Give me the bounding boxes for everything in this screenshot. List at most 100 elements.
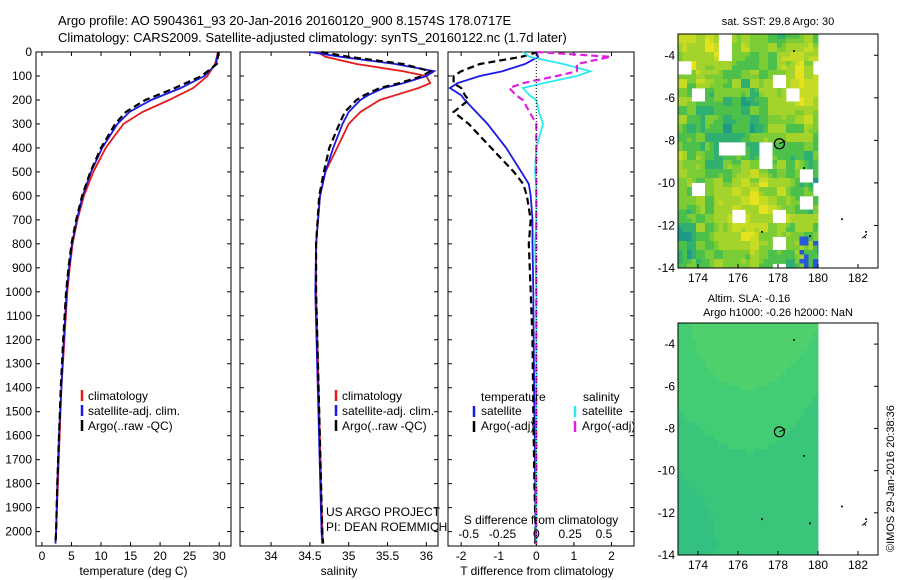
map-y-tick-label: -12: [658, 218, 676, 232]
map-cell: [768, 332, 773, 337]
map-cell: [741, 115, 746, 120]
map-cell: [768, 187, 773, 192]
map-cell: [714, 323, 719, 328]
map-cell: [718, 232, 724, 237]
map-cell: [763, 507, 769, 513]
map-cell: [790, 449, 796, 454]
map-cell: [727, 137, 733, 143]
map-cell: [732, 458, 737, 463]
map-cell: [759, 196, 764, 201]
map-cell: [781, 530, 787, 535]
map-cell: [691, 377, 697, 382]
map-cell: [808, 70, 814, 75]
map-cell: [790, 408, 796, 414]
map-cell: [750, 525, 755, 531]
map-cell: [804, 74, 809, 80]
map-cell: [736, 128, 742, 134]
map-cell: [691, 534, 697, 540]
y-tick-label: 700: [12, 213, 32, 227]
map-cell: [687, 489, 692, 495]
sst-map-title: sat. SST: 29.8 Argo: 30: [722, 16, 835, 28]
map-cell: [813, 47, 818, 53]
sla-map-subtitle: Argo h1000: -0.26 h2000: NaN: [703, 307, 853, 319]
map-cell: [790, 110, 796, 116]
map-cell: [813, 38, 818, 44]
map-cell: [678, 124, 683, 129]
map-cell: [795, 354, 800, 360]
map-cell: [759, 458, 764, 463]
map-cell: [763, 552, 769, 556]
map-cell: [745, 164, 751, 170]
map-cell: [772, 467, 778, 472]
map-cell: [768, 516, 773, 522]
map-cell: [754, 476, 760, 481]
map-cell: [777, 548, 782, 553]
map-cell: [732, 92, 737, 98]
map-cell: [714, 503, 719, 508]
map-cell: [750, 205, 755, 210]
map-cell: [795, 512, 800, 517]
map-cell: [790, 119, 796, 125]
map-cell: [714, 79, 719, 84]
map-cell: [799, 467, 805, 472]
map-cell: [741, 173, 746, 179]
map-cell: [682, 214, 688, 219]
map-cell: [772, 115, 778, 120]
map-cell: [705, 142, 710, 147]
map-cell: [813, 241, 818, 246]
map-cell: [718, 254, 724, 260]
map-cell: [808, 83, 814, 89]
map-cell: [808, 133, 814, 138]
map-cell: [759, 336, 764, 342]
map-cell: [817, 512, 819, 517]
map-cell: [687, 363, 692, 369]
map-cell: [682, 196, 688, 201]
map-cell: [813, 431, 818, 436]
map-cell: [799, 422, 805, 427]
map-cell: [799, 332, 805, 337]
map-cell: [750, 259, 755, 264]
map-cell: [768, 390, 773, 396]
map-cell: [718, 124, 724, 129]
map-cell: [732, 476, 737, 481]
map-cell: [768, 453, 773, 459]
map-cell: [808, 417, 814, 423]
map-cell: [741, 467, 746, 472]
map-cell: [745, 236, 751, 242]
map-cell: [777, 359, 782, 364]
map-cell: [705, 106, 710, 111]
map-cell: [781, 124, 787, 129]
map-cell: [696, 169, 701, 174]
map-cell: [714, 350, 719, 355]
map-cell: [745, 106, 751, 111]
map-cell: [817, 151, 819, 156]
map-cell: [718, 462, 724, 468]
map-cell: [750, 146, 755, 152]
map-cell: [768, 56, 773, 62]
map-cell: [691, 43, 697, 48]
map-cell: [754, 65, 760, 71]
map-cell: [736, 503, 742, 508]
map-cell: [768, 101, 773, 107]
map-cell: [754, 178, 760, 183]
map-cell: [781, 471, 787, 477]
map-cell: [754, 336, 760, 342]
map-cell: [750, 413, 755, 418]
map-cell: [696, 494, 701, 499]
map-cell: [763, 453, 769, 459]
map-cell: [727, 133, 733, 138]
map-cell: [691, 259, 697, 264]
map-cell: [714, 254, 719, 260]
map-cell: [790, 259, 796, 264]
map-cell: [799, 408, 805, 414]
map-cell: [799, 548, 805, 553]
map-cell: [790, 426, 796, 432]
map-cell: [763, 187, 769, 192]
map-cell: [705, 440, 710, 445]
map-cell: [817, 530, 819, 535]
map-cell: [700, 408, 706, 414]
map-cell: [786, 155, 791, 161]
map-cell: [799, 155, 805, 161]
map-cell: [718, 435, 724, 441]
map-cell: [790, 435, 796, 441]
